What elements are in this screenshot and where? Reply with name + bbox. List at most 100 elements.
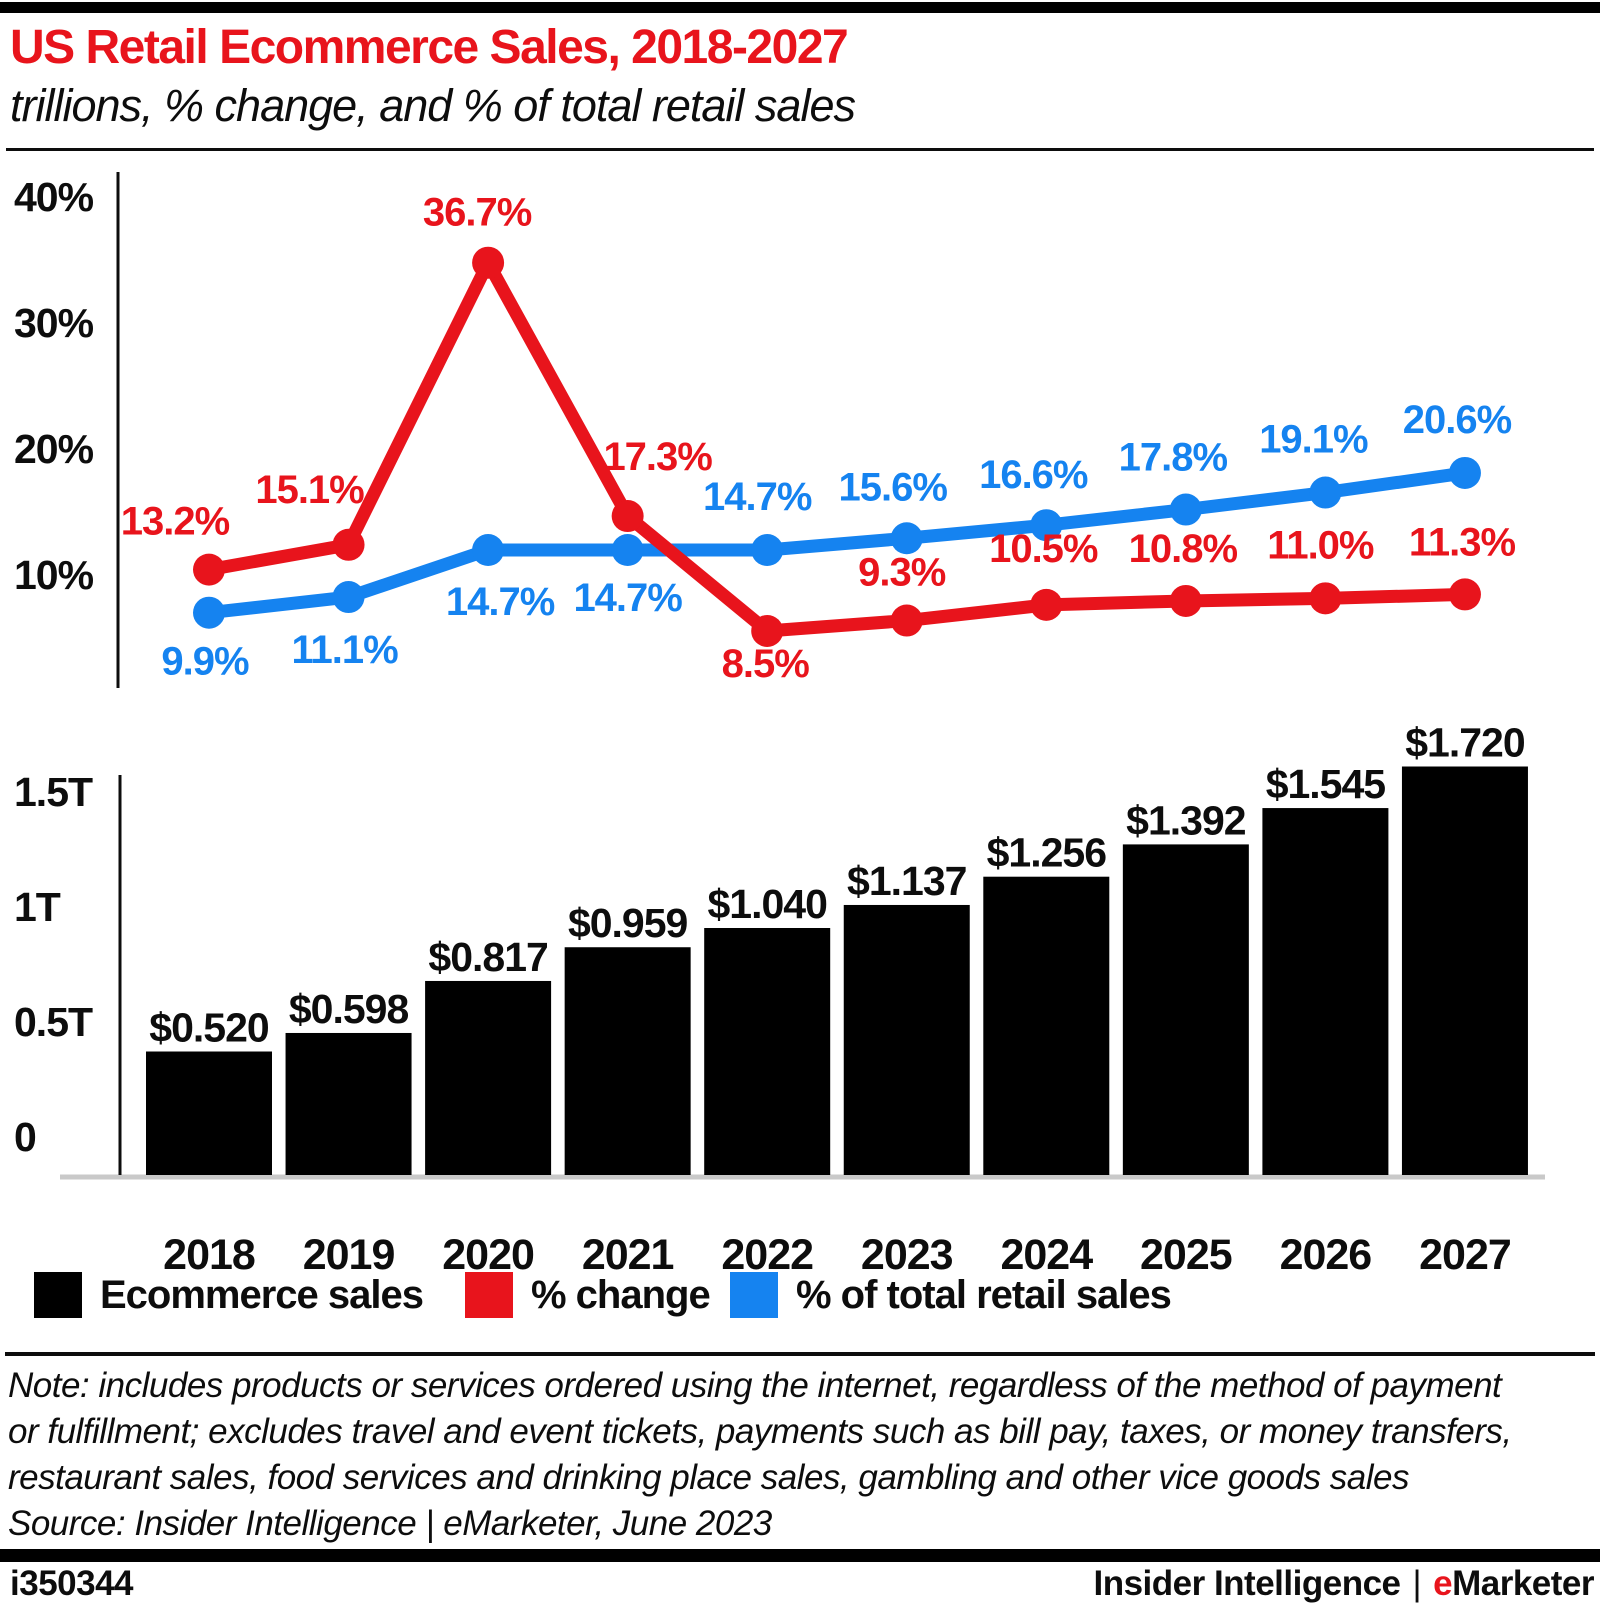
year-label: 2026	[1280, 1231, 1372, 1279]
ecommerce-sales-bar	[146, 1051, 272, 1175]
pct-of-total-data-point	[472, 534, 505, 567]
pct-change-data-label: 15.1%	[255, 468, 364, 512]
bar-value-label: $1.137	[847, 858, 966, 904]
ecommerce-sales-bar	[425, 980, 552, 1175]
pct-of-total-data-point	[890, 522, 923, 555]
ecommerce-sales-bar	[1262, 808, 1389, 1175]
chart-subtitle: trillions, % change, and % of total reta…	[10, 80, 856, 131]
pct-of-total-swatch	[730, 1272, 778, 1318]
bar-value-label: $1.545	[1266, 761, 1386, 807]
legend-label: Ecommerce sales	[100, 1272, 424, 1317]
chart-id: i350344	[10, 1564, 134, 1603]
year-label: 2022	[721, 1231, 813, 1279]
pct-of-total-data-label: 9.9%	[161, 640, 249, 684]
ecommerce-sales-swatch	[34, 1272, 82, 1318]
bar-value-label: $0.959	[568, 900, 688, 946]
ecommerce-sales-bar	[704, 928, 831, 1175]
ecommerce-sales-bar	[1401, 766, 1528, 1175]
pct-of-total-data-point	[751, 534, 784, 567]
pct-of-total-data-label: 11.1%	[291, 628, 398, 672]
bar-chart-y-tick-label: 0	[14, 1114, 36, 1160]
legend-item-pct-change: % change	[465, 1272, 711, 1318]
pct-of-total-data-label: 14.7%	[446, 580, 555, 624]
pct-of-total-data-point	[1169, 493, 1202, 526]
bar-value-label: $0.817	[428, 934, 547, 980]
bar-chart-y-tick-label: 0.5T	[14, 999, 93, 1045]
pct-change-data-label: 17.3%	[603, 435, 712, 479]
bar-value-label: $1.392	[1126, 797, 1246, 843]
bar-chart-y-tick-label: 1T	[14, 884, 61, 930]
note-divider	[5, 1352, 1595, 1356]
year-label: 2021	[582, 1231, 674, 1279]
pct-change-data-point	[611, 500, 644, 533]
ecommerce-sales-bar	[843, 904, 970, 1175]
pct-change-data-point	[1309, 582, 1342, 615]
year-label: 2023	[861, 1231, 953, 1279]
note-line: restaurant sales, food services and drin…	[8, 1458, 1410, 1497]
bar-value-label: $1.040	[707, 881, 827, 927]
pct-change-data-label: 36.7%	[423, 191, 532, 235]
brand-emarketer-rest: Marketer	[1452, 1564, 1594, 1603]
pct-change-data-point	[472, 246, 505, 279]
line-chart-y-tick-label: 10%	[14, 552, 94, 598]
bar-value-label: $0.520	[149, 1005, 269, 1051]
line-chart-y-tick-label: 30%	[14, 300, 94, 346]
pct-change-data-point	[1169, 584, 1202, 617]
pct-of-total-data-label: 19.1%	[1259, 418, 1368, 462]
brand-emarketer-e: e	[1433, 1564, 1453, 1603]
source-line: Source: Insider Intelligence | eMarketer…	[8, 1504, 772, 1543]
year-label: 2027	[1419, 1231, 1511, 1279]
line-chart-y-tick-label: 40%	[14, 174, 94, 220]
pct-change-data-point	[332, 528, 365, 561]
pct-of-total-data-point	[332, 581, 365, 614]
pct-of-total-data-point	[193, 596, 225, 629]
pct-of-total-data-point	[1309, 476, 1342, 509]
line-chart-y-tick-label: 20%	[14, 426, 94, 472]
year-label: 2024	[1000, 1231, 1093, 1279]
pct-change-data-point	[1030, 588, 1063, 621]
year-label: 2025	[1140, 1231, 1232, 1279]
pct-of-total-data-point	[1030, 509, 1063, 542]
pct-change-data-label: 11.0%	[1267, 523, 1374, 567]
pct-change-data-label: 10.5%	[989, 527, 1098, 571]
pct-change-data-label: 10.8%	[1129, 527, 1238, 571]
ecommerce-sales-bar	[983, 876, 1110, 1175]
pct-of-total-line	[202, 466, 1472, 620]
bar-value-label: $1.720	[1405, 720, 1525, 766]
note-line: or fulfillment; excludes travel and even…	[8, 1412, 1512, 1451]
pct-of-total-data-point	[611, 534, 644, 567]
chart-title: US Retail Ecommerce Sales, 2018-2027	[10, 21, 849, 74]
pct-of-total-data-label: 14.7%	[703, 475, 812, 519]
pct-of-total-data-label: 20.6%	[1403, 398, 1512, 442]
legend-label: % change	[531, 1272, 711, 1317]
pct-change-swatch	[465, 1272, 513, 1318]
pct-change-data-label: 11.3%	[1409, 520, 1516, 564]
footer-rule-bar	[0, 1549, 1600, 1562]
bar-value-label: $0.598	[289, 986, 409, 1032]
year-label: 2018	[163, 1231, 255, 1279]
bar-chart-y-tick-label: 1.5T	[14, 769, 93, 815]
year-label: 2020	[442, 1231, 534, 1279]
brand-separator: |	[1412, 1564, 1422, 1603]
legend-item-ecommerce-sales: Ecommerce sales	[34, 1272, 424, 1318]
year-label: 2019	[303, 1231, 395, 1279]
ecommerce-sales-bar	[564, 947, 691, 1175]
pct-of-total-data-point	[1448, 456, 1481, 489]
brand-lockup: Insider Intelligence | eMarketer	[1093, 1564, 1594, 1604]
bar-value-label: $1.256	[987, 830, 1107, 876]
pct-of-total-data-label: 15.6%	[839, 465, 948, 509]
ecommerce-sales-bar	[285, 1032, 412, 1175]
legend-item-pct-of-total: % of total retail sales	[730, 1272, 1172, 1318]
top-rule-bar	[0, 2, 1600, 13]
pct-change-data-label: 13.2%	[121, 500, 230, 544]
pct-change-data-label: 9.3%	[858, 551, 946, 595]
pct-of-total-data-label: 17.8%	[1119, 436, 1228, 480]
pct-change-data-point	[1448, 578, 1481, 611]
brand-insider-intelligence: Insider Intelligence	[1093, 1564, 1401, 1603]
pct-of-total-data-label: 14.7%	[573, 576, 682, 620]
note-block: Note: includes products or services orde…	[8, 1363, 1592, 1547]
note-line: Note: includes products or services orde…	[8, 1366, 1502, 1405]
pct-of-total-data-label: 16.6%	[979, 453, 1088, 497]
